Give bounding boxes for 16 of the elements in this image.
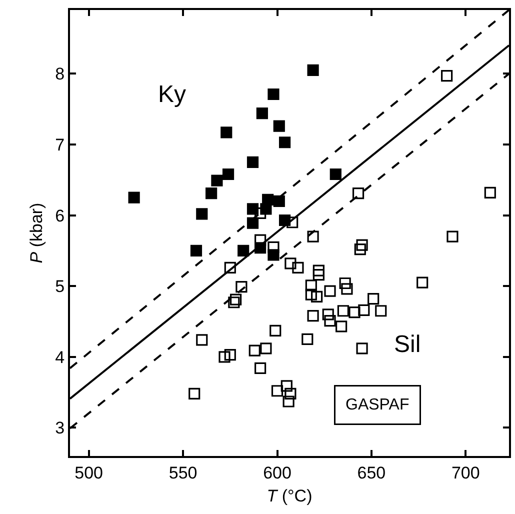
x-tick-label: 650 xyxy=(357,463,386,482)
x-axis-title: T (°C) xyxy=(266,486,312,506)
annotation: Ky xyxy=(158,81,186,108)
x-tick-label: 550 xyxy=(168,463,198,482)
y-tick-label: 3 xyxy=(55,418,65,438)
x-tick-label: 500 xyxy=(74,463,104,482)
x-tick-label: 600 xyxy=(263,463,292,482)
annotation: Sil xyxy=(394,331,421,358)
annotation: GASPAF xyxy=(346,396,410,414)
y-tick-label: 6 xyxy=(55,206,65,226)
y-tick-label: 8 xyxy=(55,64,65,84)
y-tick-label: 4 xyxy=(55,348,65,367)
y-tick-label: 7 xyxy=(55,135,65,154)
x-tick-label: 700 xyxy=(451,463,480,482)
y-tick-label: 5 xyxy=(55,277,65,296)
y-axis-title: P (kbar) xyxy=(27,202,46,264)
